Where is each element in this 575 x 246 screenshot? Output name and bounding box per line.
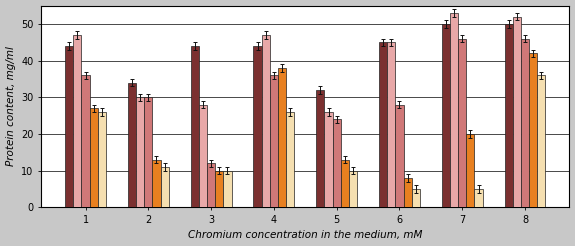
Bar xyxy=(90,108,98,207)
Bar xyxy=(505,24,513,207)
Bar xyxy=(379,42,387,207)
Bar xyxy=(254,46,262,207)
Bar xyxy=(332,119,341,207)
Bar xyxy=(199,105,207,207)
Bar xyxy=(65,46,73,207)
Bar xyxy=(278,68,286,207)
Bar xyxy=(160,167,168,207)
Bar xyxy=(474,189,482,207)
Bar xyxy=(396,105,404,207)
Bar xyxy=(152,160,160,207)
Bar xyxy=(404,178,412,207)
Bar xyxy=(73,35,82,207)
Bar xyxy=(136,97,144,207)
Bar xyxy=(450,13,458,207)
Bar xyxy=(223,170,232,207)
Bar xyxy=(215,170,223,207)
Y-axis label: Protein content, mg/ml: Protein content, mg/ml xyxy=(6,46,16,166)
Bar xyxy=(529,53,537,207)
Bar xyxy=(341,160,349,207)
Bar xyxy=(466,134,474,207)
Bar xyxy=(207,163,215,207)
Bar xyxy=(387,42,396,207)
Bar xyxy=(537,75,546,207)
Bar xyxy=(442,24,450,207)
Bar xyxy=(82,75,90,207)
Bar xyxy=(128,83,136,207)
Bar xyxy=(513,16,521,207)
Bar xyxy=(286,112,294,207)
Bar xyxy=(521,39,529,207)
Bar xyxy=(324,112,332,207)
Bar xyxy=(98,112,106,207)
Bar xyxy=(191,46,199,207)
Bar xyxy=(270,75,278,207)
X-axis label: Chromium concentration in the medium, mM: Chromium concentration in the medium, mM xyxy=(188,231,423,240)
Bar xyxy=(144,97,152,207)
Bar xyxy=(458,39,466,207)
Bar xyxy=(262,35,270,207)
Bar xyxy=(412,189,420,207)
Bar xyxy=(316,90,324,207)
Bar xyxy=(349,170,357,207)
